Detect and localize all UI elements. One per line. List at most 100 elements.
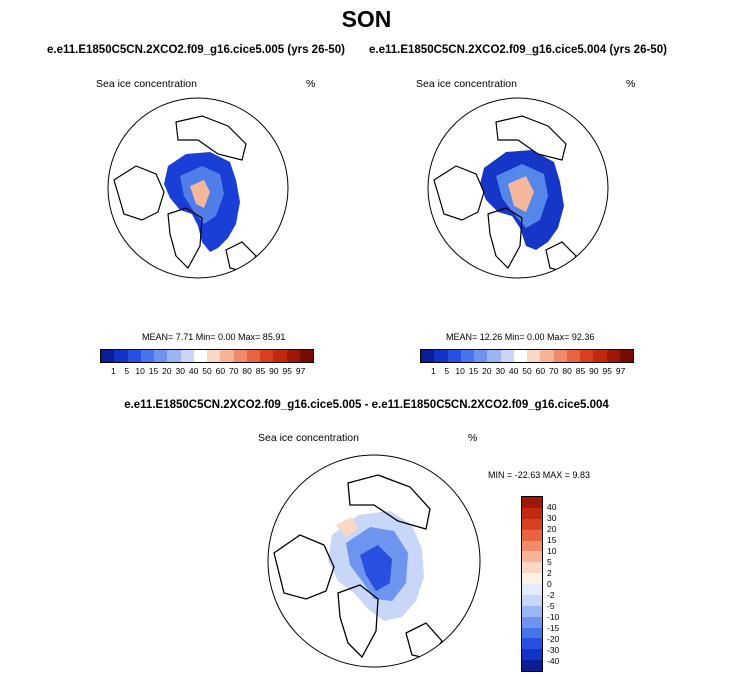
- colorbar-label: 15: [468, 366, 479, 376]
- colorbar-swatch: [522, 497, 542, 508]
- colorbar-label: 85: [575, 366, 586, 376]
- colorbar-swatch: [522, 562, 542, 574]
- colorbar-swatch: [566, 350, 580, 362]
- colorbar-swatch: [474, 350, 488, 362]
- colorbar-label: -2: [547, 590, 555, 600]
- panel1-landmass-greenland: [167, 207, 203, 269]
- colorbar-label: -10: [547, 612, 560, 622]
- colorbar-swatch: [101, 350, 115, 362]
- panel1-sea-ice-high: [190, 180, 210, 208]
- difference-landmass-greenland: [337, 584, 379, 659]
- colorbar-swatch: [619, 350, 633, 362]
- colorbar-swatch: [522, 627, 542, 639]
- panel2-sea-ice-high: [508, 176, 534, 212]
- colorbar-swatch: [487, 350, 501, 362]
- colorbar-swatch: [593, 350, 607, 362]
- colorbar-label: 40: [188, 366, 199, 376]
- colorbar-swatch: [500, 350, 514, 362]
- colorbar-label: -15: [547, 623, 560, 633]
- difference-polar-map: [267, 454, 481, 668]
- panel2-landmass-siberia: [495, 115, 567, 161]
- colorbar-swatch: [606, 350, 620, 362]
- colorbar-label: 95: [282, 366, 292, 376]
- difference-field-strong: [360, 545, 392, 591]
- panel2-colorbar-labels: 1 5 10 15 20 30 40 50 60 70 80 85 90 95 97: [420, 366, 634, 378]
- colorbar-swatch: [233, 350, 247, 362]
- colorbar-swatch: [434, 350, 448, 362]
- colorbar-swatch: [522, 660, 542, 671]
- page-title: SON: [341, 6, 392, 32]
- panel1-colorbar: [100, 349, 314, 363]
- colorbar-swatch: [580, 350, 594, 362]
- colorbar-label: 40: [547, 502, 557, 512]
- colorbar-swatch: [421, 350, 435, 362]
- difference-landmass-scandinavia: [405, 622, 443, 660]
- difference-variable-label: Sea ice concentration: [258, 432, 359, 444]
- colorbar-label: 5: [547, 557, 552, 567]
- colorbar-swatch: [522, 649, 542, 661]
- colorbar-label: 10: [135, 366, 145, 376]
- colorbar-label: 1: [111, 366, 116, 376]
- difference-colorbar-labels: 40 30 20 15 10 5 2 0 -2 -5 -10 -15 -20 -30 -40: [547, 496, 577, 672]
- colorbar-label: 70: [549, 366, 559, 376]
- difference-stats: MIN = -22.63 MAX = 9.83: [488, 470, 591, 480]
- colorbar-label: 70: [229, 366, 239, 376]
- colorbar-swatch: [522, 638, 542, 650]
- colorbar-swatch: [460, 350, 474, 362]
- panel1-variable-label: Sea ice concentration: [96, 78, 197, 90]
- colorbar-swatch: [246, 350, 260, 362]
- panel2-stats: MEAN= 12.26 Min= 0.00 Max= 92.36: [446, 332, 595, 342]
- panel1-units: %: [306, 78, 316, 90]
- colorbar-label: 5: [444, 366, 450, 376]
- colorbar-label: 20: [482, 366, 492, 376]
- colorbar-label: 5: [124, 366, 130, 376]
- colorbar-label: 50: [522, 366, 532, 376]
- colorbar-label: 30: [495, 366, 505, 376]
- colorbar-label: -20: [547, 634, 560, 644]
- colorbar-swatch: [522, 529, 542, 541]
- colorbar-label: 85: [255, 366, 266, 376]
- colorbar-swatch: [522, 584, 542, 595]
- difference-field-positive: [336, 517, 358, 537]
- panel1-stats: MEAN= 7.71 Min= 0.00 Max= 85.91: [142, 332, 286, 342]
- colorbar-label: -40: [547, 656, 560, 666]
- colorbar-label: 97: [615, 366, 626, 376]
- panel1-polar-map: [107, 97, 289, 279]
- colorbar-swatch: [140, 350, 154, 362]
- colorbar-label: 15: [547, 535, 557, 545]
- colorbar-swatch: [447, 350, 461, 362]
- colorbar-swatch: [522, 551, 542, 563]
- difference-landmass-canada: [273, 534, 335, 600]
- colorbar-label: 95: [602, 366, 612, 376]
- difference-landmass-siberia: [347, 474, 431, 530]
- colorbar-swatch: [167, 350, 181, 362]
- colorbar-label: 1: [431, 366, 436, 376]
- colorbar-label: 90: [589, 366, 599, 376]
- colorbar-label: -5: [547, 601, 555, 611]
- colorbar-swatch: [299, 350, 313, 362]
- colorbar-label: 50: [202, 366, 212, 376]
- panel1-landmass-canada: [113, 165, 165, 221]
- colorbar-swatch: [522, 616, 542, 628]
- panel1-run-title: e.e11.E1850C5CN.2XCO2.f09_g16.cice5.005 …: [47, 44, 345, 56]
- colorbar-label: 30: [175, 366, 185, 376]
- panel2-polar-map: [427, 97, 609, 279]
- difference-title: e.e11.E1850C5CN.2XCO2.f09_g16.cice5.005 …: [124, 399, 609, 411]
- colorbar-swatch: [273, 350, 287, 362]
- colorbar-label: 15: [148, 366, 159, 376]
- colorbar-label: 60: [535, 366, 546, 376]
- difference-colorbar: [521, 496, 543, 672]
- colorbar-label: 20: [162, 366, 172, 376]
- colorbar-label: 30: [547, 513, 557, 523]
- colorbar-label: 2: [547, 568, 552, 578]
- colorbar-swatch: [522, 594, 542, 606]
- panel2-landmass-greenland: [487, 207, 523, 269]
- colorbar-swatch: [522, 605, 542, 617]
- panel2-landmass-canada: [433, 165, 485, 221]
- colorbar-label: 60: [215, 366, 226, 376]
- panel2-variable-label: Sea ice concentration: [416, 78, 517, 90]
- colorbar-label: 97: [295, 366, 306, 376]
- difference-units: %: [468, 432, 478, 444]
- colorbar-swatch: [220, 350, 234, 362]
- colorbar-label: 80: [562, 366, 572, 376]
